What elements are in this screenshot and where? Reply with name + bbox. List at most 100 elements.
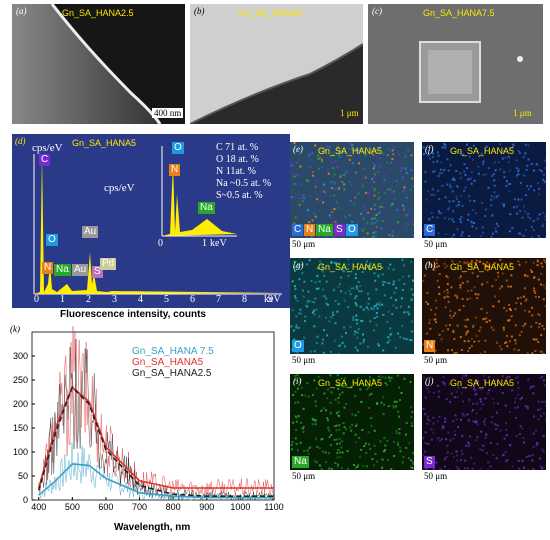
map-title-g: Gn_SA_HANA5 bbox=[318, 262, 383, 272]
eds-x-tick: 4 bbox=[138, 294, 143, 305]
panel-label-i: (i) bbox=[293, 376, 302, 386]
eds-inset-ylabel: cps/eV bbox=[104, 182, 135, 194]
y-tick-label: 250 bbox=[13, 375, 28, 385]
sem-title-b: Gn_SA_HANA5 bbox=[238, 8, 303, 18]
scale-label-c: 1 μm bbox=[513, 108, 532, 118]
legend-entry-1: Gn_SA_HANA5 bbox=[132, 357, 204, 368]
sem-panel-c: (c) Gn_SA_HANA7.5 1 μm bbox=[368, 4, 543, 124]
inset-peak-na: Na bbox=[198, 202, 215, 214]
peak-pd: Pd bbox=[100, 258, 117, 270]
eds-panel: (d) Gn_SA_HANA5 cps/eV 0 1 2 3 4 5 6 7 8 9 keV cp… bbox=[12, 134, 290, 308]
eds-x-tick: 8 bbox=[242, 294, 247, 305]
panel-label-c: (c) bbox=[372, 6, 382, 16]
map-scale-g: 50 μm bbox=[292, 355, 316, 365]
y-tick-label: 300 bbox=[13, 351, 28, 361]
composition-n: N 11at. % bbox=[216, 166, 256, 177]
x-tick-label: 1000 bbox=[230, 502, 250, 512]
eds-x-tick: 6 bbox=[190, 294, 195, 305]
eds-x-tick: 0 bbox=[34, 294, 39, 305]
sem-panel-b: (b) Gn_SA_HANA5 1 μm bbox=[190, 4, 363, 124]
series-fit-2 bbox=[37, 385, 274, 497]
eds-x-tick: 2 bbox=[86, 294, 91, 305]
x-tick-label: 500 bbox=[65, 502, 80, 512]
sem-panel-a: (a) Gn_SA_HANA2.5 400 nm bbox=[12, 4, 185, 124]
pl-frame bbox=[31, 331, 275, 501]
inset-peak-o: O bbox=[172, 142, 184, 154]
peak-o: O bbox=[46, 234, 58, 246]
eds-spectrum bbox=[33, 146, 282, 295]
eds-map-g: (g) Gn_SA_HANA5 O bbox=[290, 258, 414, 354]
x-tick-label: 600 bbox=[98, 502, 113, 512]
scale-label-a: 400 nm bbox=[152, 108, 184, 118]
y-tick-label: 0 bbox=[23, 495, 28, 505]
peak-na: Na bbox=[54, 264, 71, 276]
peak-n: N bbox=[42, 262, 54, 274]
map-chip-e-o: O bbox=[346, 224, 358, 236]
legend-entry-0: Gn_SA_HANA 7.5 bbox=[132, 346, 214, 357]
x-tick-label: 700 bbox=[132, 502, 147, 512]
eds-inset-tick-0: 0 bbox=[158, 238, 163, 249]
series-fit-0 bbox=[38, 463, 274, 499]
map-texture-i bbox=[290, 374, 414, 470]
map-texture-h bbox=[422, 258, 546, 354]
sem-title-c: Gn_SA_HANA7.5 bbox=[423, 8, 495, 18]
map-chip-h-n: N bbox=[424, 340, 436, 352]
map-chip-e-n: N bbox=[304, 224, 316, 236]
x-tick-label: 900 bbox=[199, 502, 214, 512]
eds-ylabel: cps/eV bbox=[32, 142, 63, 154]
map-texture-f bbox=[422, 143, 546, 238]
composition-c: C 71 at. % bbox=[216, 142, 259, 153]
pl-chart-panel: 0 50 100 150 200 250 300 400 500 600 700 800 900 1000… bbox=[2, 322, 284, 538]
pl-xlabel: Wavelength, nm bbox=[114, 522, 191, 533]
sem-image-c bbox=[368, 4, 543, 124]
composition-s: S~0.5 at. % bbox=[216, 190, 263, 201]
composition-na: Na ~0.5 at. % bbox=[216, 178, 272, 189]
peak-c: C bbox=[39, 154, 51, 166]
eds-x-tick: 3 bbox=[112, 294, 117, 305]
map-texture-g bbox=[290, 258, 414, 354]
map-scale-e: 50 μm bbox=[292, 239, 316, 249]
eds-x-tick: 5 bbox=[164, 294, 169, 305]
map-title-j: Gn_SA_HANA5 bbox=[450, 378, 515, 388]
eds-xlabel: Fluorescence intensity, counts bbox=[60, 309, 206, 320]
series-noise-0 bbox=[38, 442, 274, 501]
map-scale-f: 50 μm bbox=[424, 239, 448, 249]
map-texture-j bbox=[422, 374, 546, 470]
peak-au-1: Au bbox=[72, 264, 89, 276]
eds-xunit: keV bbox=[264, 294, 281, 305]
map-chip-e-s: S bbox=[334, 224, 345, 236]
series-fit-1 bbox=[37, 385, 274, 489]
eds-inset-xunit: keV bbox=[210, 238, 227, 249]
x-tick-label: 1100 bbox=[264, 502, 283, 512]
map-texture-e bbox=[290, 142, 414, 238]
eds-map-h: (h) Gn_SA_HANA5 N bbox=[422, 258, 546, 354]
scale-label-b: 1 μm bbox=[340, 108, 359, 118]
eds-map-j: (j) Gn_SA_HANA5 S bbox=[422, 374, 546, 470]
map-chip-j-s: S bbox=[424, 456, 435, 468]
y-tick-label: 200 bbox=[13, 399, 28, 409]
legend-entry-2: Gn_SA_HANA2.5 bbox=[132, 368, 212, 379]
pl-legend: Gn_SA_HANA 7.5 Gn_SA_HANA5 Gn_SA_HANA2.5 bbox=[132, 346, 214, 379]
panel-label-a: (a) bbox=[16, 6, 27, 16]
eds-x-tick: 7 bbox=[216, 294, 221, 305]
composition-list: C 71 at. % O 18 at. % N 11at. % Na ~0.5 … bbox=[216, 142, 271, 202]
map-scale-h: 50 μm bbox=[424, 355, 448, 365]
panel-label-d: (d) bbox=[15, 136, 26, 146]
eds-map-e: (e) Gn_SA_HANA5 C N Na S O bbox=[290, 142, 414, 238]
map-chip-i-na: Na bbox=[292, 456, 309, 468]
x-tick-label: 400 bbox=[31, 502, 46, 512]
y-tick-label: 50 bbox=[18, 471, 28, 481]
map-chip-e-c: C bbox=[292, 224, 304, 236]
map-chip-e-na: Na bbox=[316, 224, 333, 236]
map-title-e: Gn_SA_HANA5 bbox=[318, 146, 383, 156]
x-tick-label: 800 bbox=[166, 502, 181, 512]
map-scale-i: 50 μm bbox=[292, 471, 316, 481]
sem-image-b bbox=[190, 4, 363, 124]
panel-label-j: (j) bbox=[425, 376, 434, 386]
eds-x-tick: 9 bbox=[268, 294, 273, 305]
map-chip-f-c: C bbox=[424, 224, 436, 236]
map-title-f: Gn_SA_HANA5 bbox=[450, 146, 515, 156]
panel-label-h: (h) bbox=[425, 260, 436, 270]
map-scale-j: 50 μm bbox=[424, 471, 448, 481]
y-tick-label: 150 bbox=[13, 423, 28, 433]
